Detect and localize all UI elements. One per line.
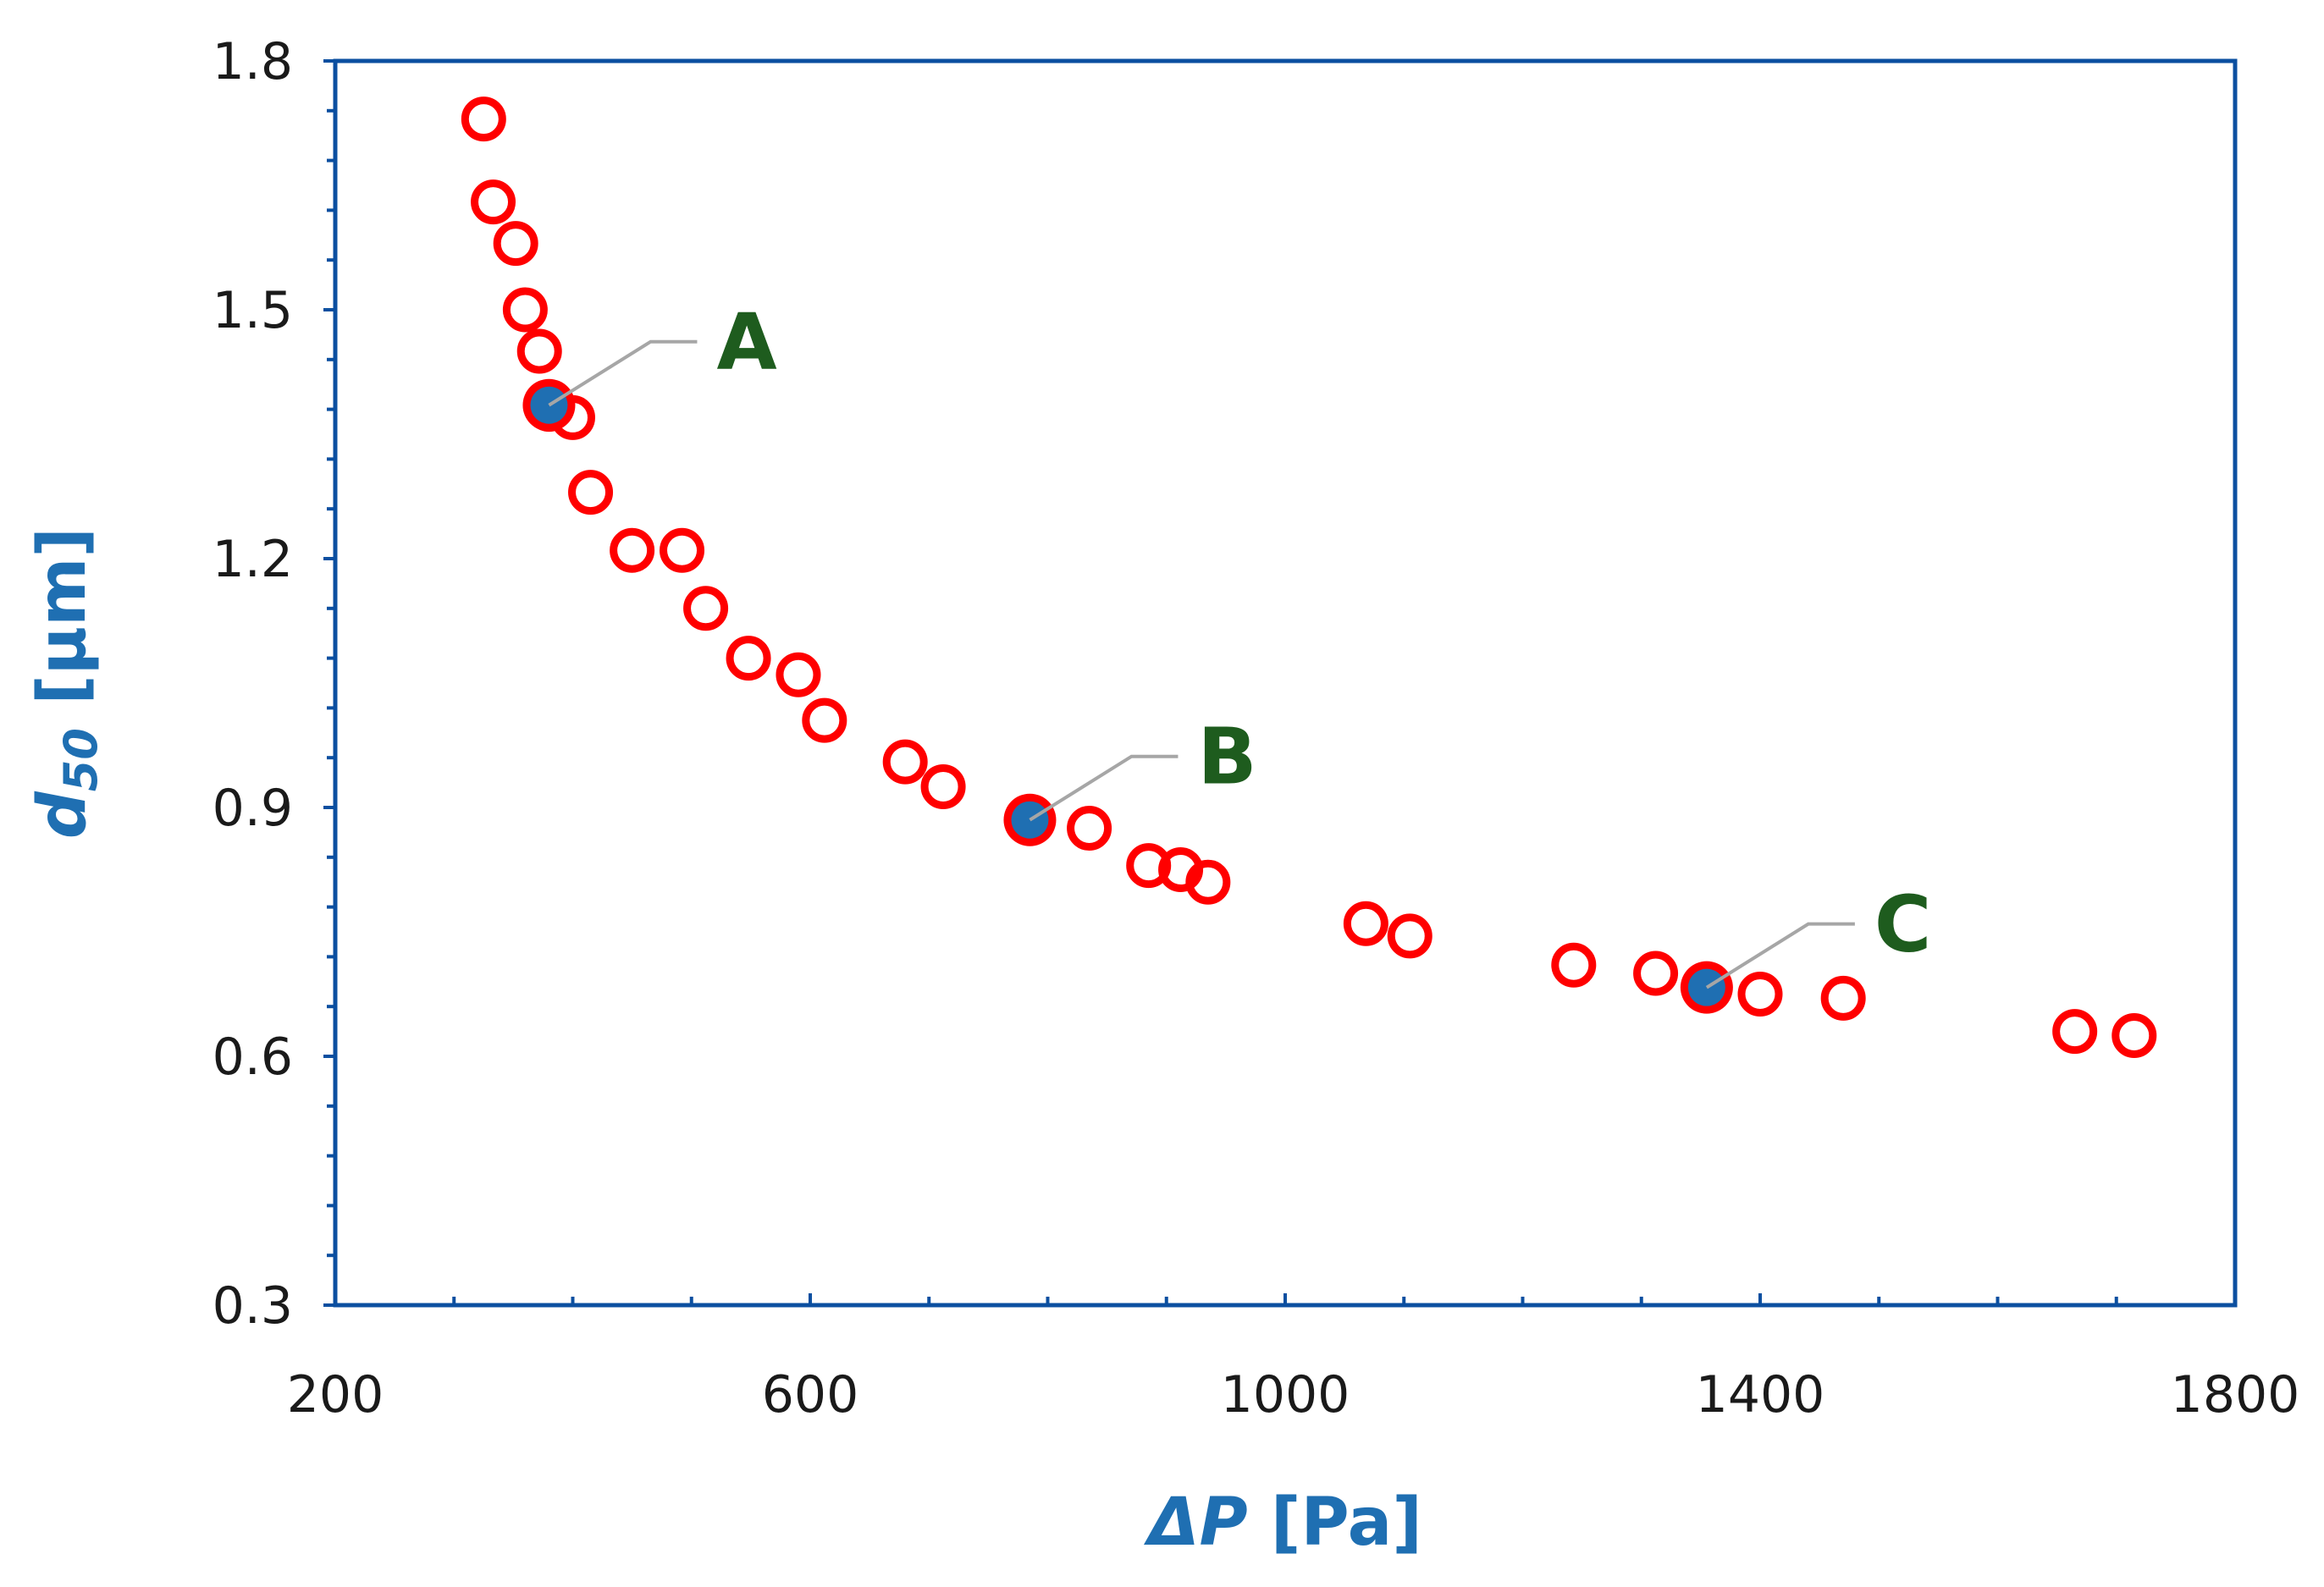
data-point xyxy=(1551,942,1597,988)
data-point xyxy=(471,179,516,225)
data-point xyxy=(1387,913,1432,959)
data-point xyxy=(776,652,821,697)
x-axis-symbol: ΔP xyxy=(1143,1485,1248,1561)
annotation-label-b: B xyxy=(1197,712,1256,802)
y-tick-label: 1.8 xyxy=(213,32,293,91)
x-tick-label: 1000 xyxy=(1221,1365,1350,1424)
y-axis-tick-labels: 0.3 0.6 0.9 1.2 1.5 1.8 xyxy=(213,32,293,1336)
data-point xyxy=(1633,951,1679,996)
data-point xyxy=(516,328,562,374)
y-tick-label: 1.5 xyxy=(213,281,293,340)
y-axis-ticks xyxy=(323,59,335,1307)
annotation-label-c: C xyxy=(1874,879,1932,970)
x-tick-label: 600 xyxy=(762,1365,859,1424)
annotation-label-a: A xyxy=(716,297,776,388)
data-point xyxy=(461,96,506,142)
data-point xyxy=(683,586,729,631)
annotations: A B C xyxy=(548,297,1932,989)
annotation-leader-b xyxy=(1029,754,1179,822)
annotation-leader-a xyxy=(548,339,698,407)
data-point xyxy=(1820,975,1866,1021)
annotation-leader-c xyxy=(1705,922,1855,989)
data-point xyxy=(882,739,928,785)
data-point xyxy=(568,470,614,515)
data-point xyxy=(502,287,548,333)
x-axis-ticks xyxy=(334,1293,2237,1305)
x-axis-unit: [Pa] xyxy=(1271,1485,1422,1561)
data-point xyxy=(1737,972,1783,1017)
x-axis-tick-labels: 200 600 1000 1400 1800 xyxy=(287,1365,2300,1424)
plot-area xyxy=(333,58,2238,1308)
y-tick-label: 0.9 xyxy=(213,779,293,838)
data-point xyxy=(660,527,705,573)
y-axis-symbol: d xyxy=(25,791,101,839)
data-point xyxy=(1343,901,1388,946)
data-point xyxy=(2052,1009,2098,1055)
data-point xyxy=(610,527,655,573)
data-point xyxy=(802,697,847,743)
data-point xyxy=(1185,859,1231,905)
y-axis-unit: [µm] xyxy=(25,527,101,705)
x-tick-label: 1400 xyxy=(1696,1365,1825,1424)
y-tick-label: 0.3 xyxy=(213,1276,293,1336)
data-point xyxy=(1126,843,1172,889)
data-point xyxy=(493,221,538,267)
data-point xyxy=(1067,806,1112,851)
y-tick-label: 1.2 xyxy=(213,530,293,589)
y-axis-title: d50 [µm] xyxy=(25,527,108,839)
data-point xyxy=(920,764,966,809)
y-tick-label: 0.6 xyxy=(213,1028,293,1087)
data-point xyxy=(2111,1013,2157,1058)
y-axis-subscript: 50 xyxy=(54,728,108,791)
x-tick-label: 1800 xyxy=(2171,1365,2300,1424)
x-axis-title: ΔP [Pa] xyxy=(1143,1485,1422,1561)
x-tick-label: 200 xyxy=(287,1365,384,1424)
data-point xyxy=(726,636,771,681)
